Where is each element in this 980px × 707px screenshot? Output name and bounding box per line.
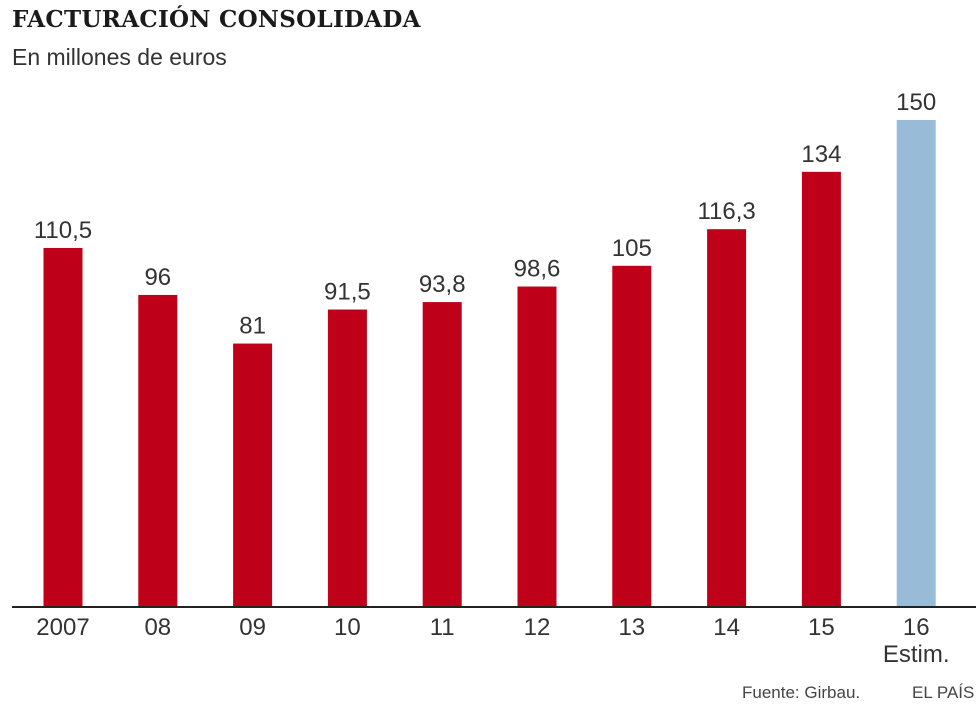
x-tick-label-11: 11 [430, 614, 455, 641]
value-label-09: 81 [239, 313, 266, 340]
chart-title: FACTURACIÓN CONSOLIDADA [12, 6, 421, 33]
bar-15 [801, 171, 841, 606]
x-tick-label-08: 08 [144, 614, 171, 641]
bar-09 [233, 343, 273, 606]
bar-14 [707, 229, 747, 607]
bar-12 [517, 286, 557, 606]
bar-08 [138, 294, 178, 606]
x-tick-label-14: 14 [713, 614, 740, 641]
value-label-12: 98,6 [514, 256, 561, 283]
source-note: Fuente: Girbau. [742, 683, 861, 702]
value-label-08: 96 [144, 264, 171, 291]
value-label-15: 134 [801, 141, 841, 168]
x-tick-label-13: 13 [618, 614, 645, 641]
bar-11 [422, 302, 462, 606]
x-tick-label-16: 16 [903, 614, 930, 641]
bar-16 [896, 120, 936, 606]
value-label-13: 105 [612, 235, 652, 262]
chart-subtitle: En millones de euros [12, 44, 227, 70]
bar-13 [612, 265, 652, 606]
value-label-11: 93,8 [419, 271, 466, 298]
x-tick-label-12: 12 [524, 614, 551, 641]
value-label-16: 150 [896, 89, 936, 116]
bar-10 [327, 309, 367, 606]
x-tick-label-15: 15 [808, 614, 835, 641]
value-label-14: 116,3 [697, 198, 755, 225]
bar-2007 [43, 247, 83, 607]
x-tick-sublabel-16: Estim. [883, 641, 950, 668]
x-tick-label-10: 10 [334, 614, 361, 641]
brand-label: EL PAÍS [912, 683, 975, 702]
value-label-2007: 110,5 [34, 217, 92, 244]
x-tick-label-09: 09 [239, 614, 266, 641]
value-label-10: 91,5 [324, 279, 371, 306]
x-tick-label-2007: 2007 [36, 614, 89, 641]
